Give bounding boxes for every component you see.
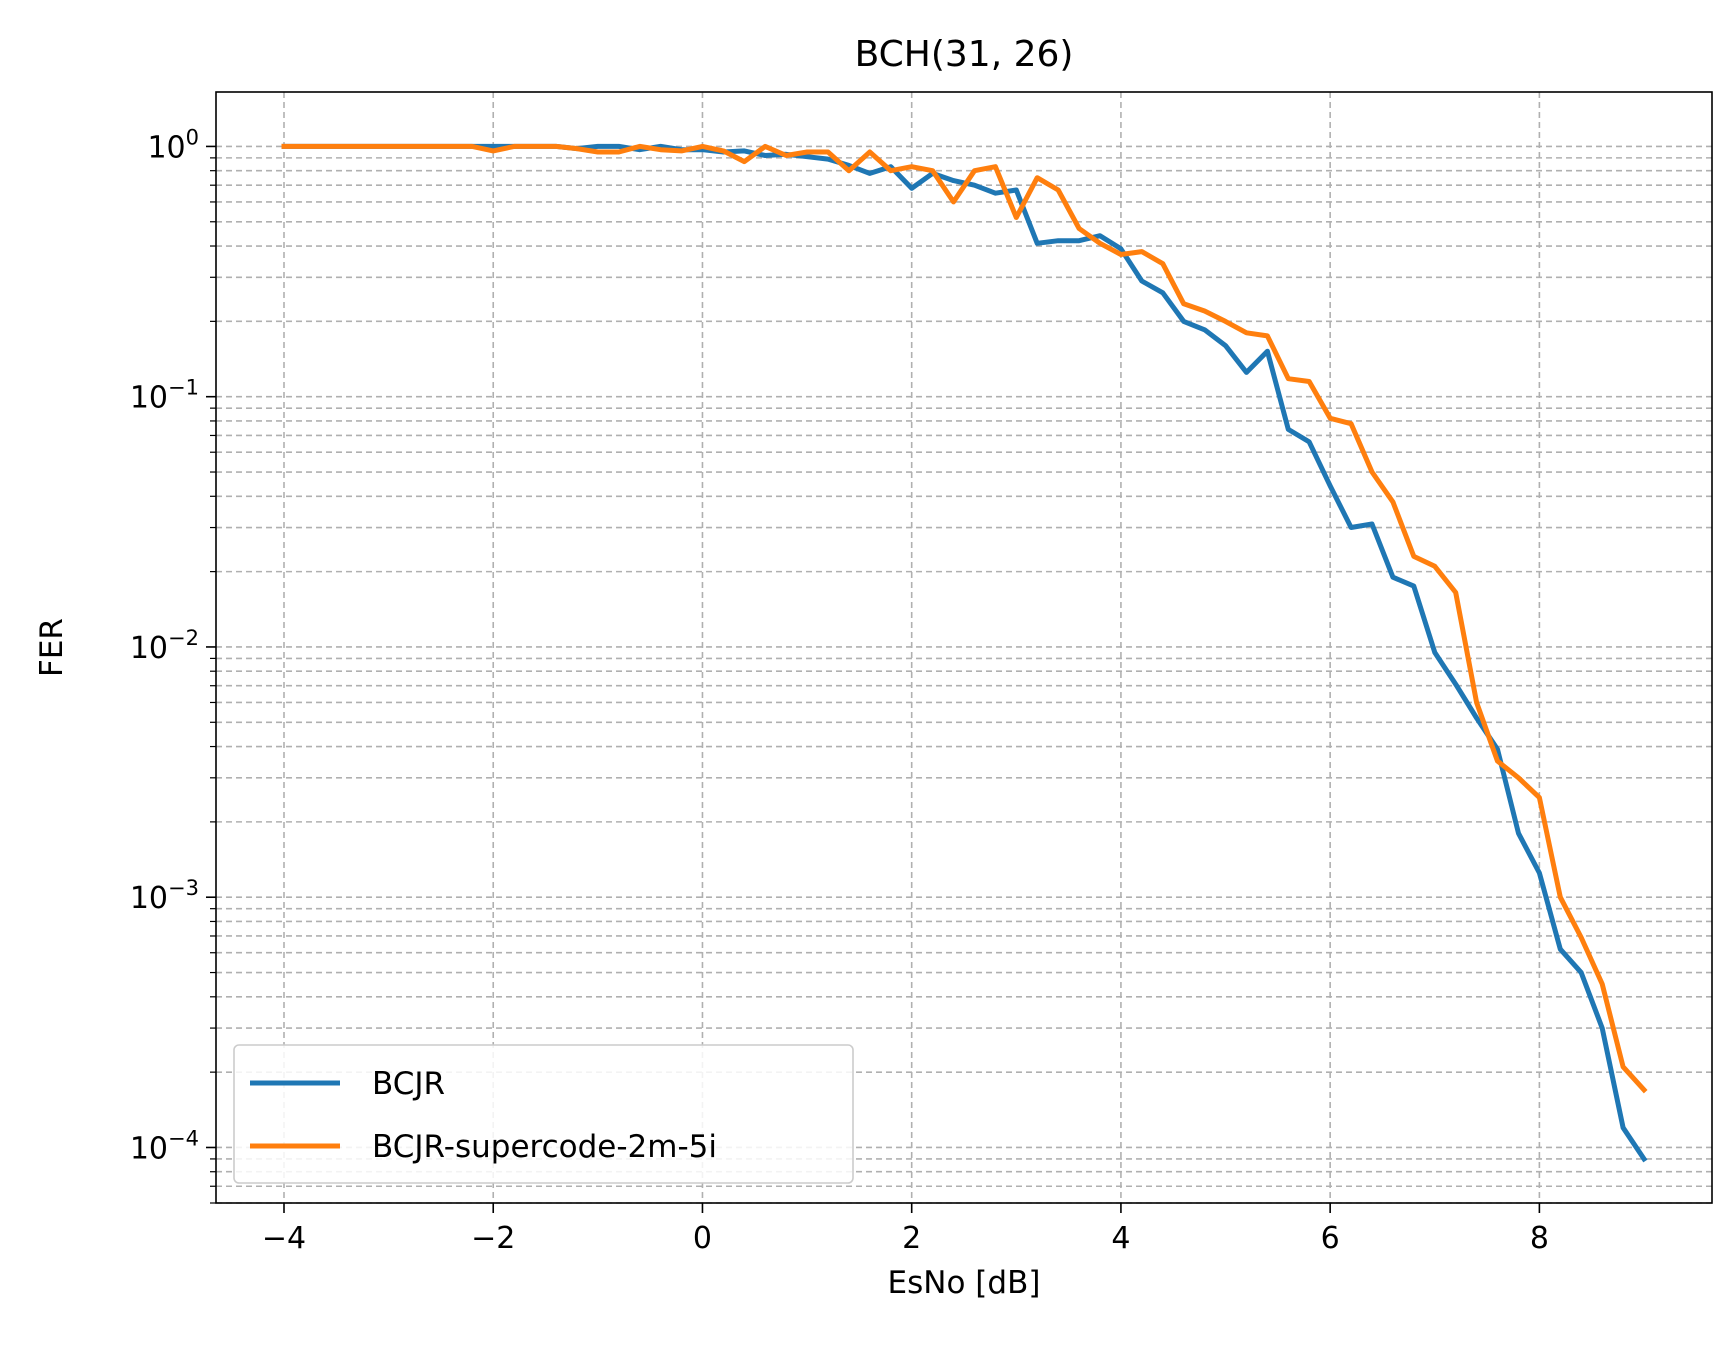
y-tick-label: 10−3 (130, 876, 199, 916)
legend-label-bcjr-supercode: BCJR-supercode-2m-5i (372, 1129, 717, 1165)
x-tick-label: 0 (693, 1221, 712, 1256)
x-axis-label: EsNo [dB] (888, 1265, 1041, 1301)
legend-box (233, 1044, 854, 1184)
chart-title: BCH(31, 26) (855, 34, 1074, 75)
x-tick-label: 4 (1111, 1221, 1130, 1256)
ticks: −4 −2 0 2 4 6 8 100 10−1 10−2 10−3 10−4 (130, 125, 1549, 1256)
x-tick-label: −2 (471, 1221, 515, 1256)
y-tick-label: 100 (147, 125, 199, 165)
y-tick-label: 10−1 (130, 376, 199, 416)
x-tick-label: 6 (1321, 1221, 1340, 1256)
y-axis-label: FER (34, 618, 70, 677)
y-tick-label: 10−2 (130, 626, 199, 666)
grid (216, 92, 1712, 1204)
x-tick-label: 8 (1530, 1221, 1549, 1256)
legend-label-bcjr: BCJR (372, 1066, 445, 1102)
x-tick-label: −4 (262, 1221, 306, 1256)
series-line-bcjr-supercode (281, 143, 1648, 1094)
series-layer (281, 143, 1648, 1163)
y-tick-label: 10−4 (130, 1126, 199, 1166)
x-tick-label: 2 (902, 1221, 921, 1256)
legend: BCJR BCJR-supercode-2m-5i (233, 1044, 854, 1184)
